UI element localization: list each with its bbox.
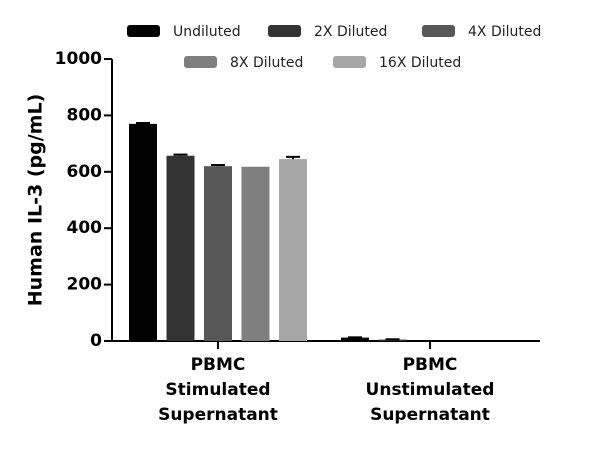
error-bar	[173, 153, 188, 156]
error-bar	[211, 164, 225, 167]
bar	[279, 159, 307, 341]
y-axis-label: Human IL-3 (pg/mL)	[25, 94, 47, 307]
bar	[204, 166, 232, 341]
bar	[341, 337, 369, 341]
bar	[166, 155, 195, 341]
y-tick-label: 400	[67, 218, 103, 238]
legend-swatch	[333, 56, 366, 68]
legend-label: 4X Diluted	[468, 24, 541, 40]
legend-label: 16X Diluted	[379, 55, 461, 71]
error-bar	[286, 155, 300, 160]
legend-swatch	[184, 56, 217, 68]
legend-swatch	[127, 25, 160, 37]
y-tick-label: 200	[67, 275, 103, 295]
y-tick-label: 600	[67, 162, 103, 182]
bar	[129, 123, 157, 341]
x-tick-label: PBMC Unstimulated Supernatant	[366, 355, 495, 425]
legend-label: Undiluted	[173, 24, 241, 40]
y-tick-label: 1000	[55, 49, 102, 69]
legend-swatch	[422, 25, 455, 37]
bar	[241, 166, 270, 341]
error-bar	[136, 122, 150, 125]
legend-label: 2X Diluted	[314, 24, 387, 40]
x-tick-label: PBMC Stimulated Supernatant	[158, 355, 278, 425]
legend-swatch	[268, 25, 301, 37]
y-tick-label: 0	[90, 331, 102, 351]
y-tick-label: 800	[67, 105, 103, 125]
legend-label: 8X Diluted	[230, 55, 303, 71]
